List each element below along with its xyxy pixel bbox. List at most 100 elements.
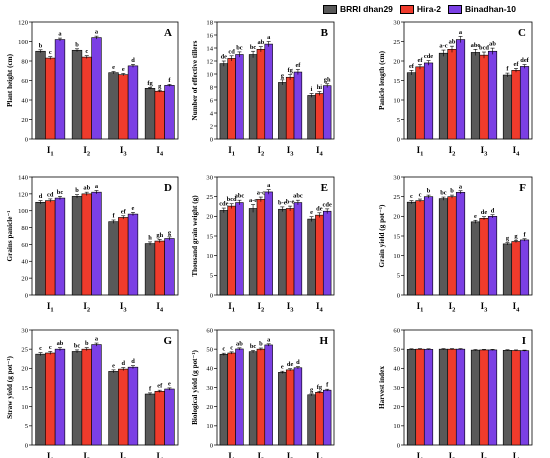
- panel-d-significance-letter: bc: [57, 189, 64, 196]
- legend-label-binadhan-10: Binadhan-10: [465, 4, 517, 14]
- panel-d-frame: [31, 176, 179, 296]
- panel-e-bar: [285, 208, 295, 296]
- panel-c-xtick-label: I3: [481, 145, 489, 158]
- panel-g-bar: [108, 371, 119, 446]
- panel-e-xtick-label: I3: [287, 301, 295, 314]
- panel-a-significance-letter: fg: [147, 80, 153, 87]
- panel-e-significance-letter: e: [310, 209, 313, 216]
- panel-d-bar: [91, 191, 102, 296]
- panel-g-significance-letter: bc: [74, 342, 81, 349]
- panel-g-ylabel: Straw yield (g pot⁻¹): [6, 355, 14, 418]
- panel-d-ytick-label: 0: [25, 292, 29, 299]
- panel-d-bar: [45, 200, 56, 296]
- panel-a-ytick-label: 80: [21, 58, 28, 65]
- panel-b-significance-letter: fg: [287, 67, 293, 74]
- panel-g-significance-letter: a: [95, 336, 99, 343]
- panel-c-letter: C: [518, 27, 526, 39]
- legend-item-binadhan-10: Binadhan-10: [448, 4, 516, 14]
- panel-f-significance-letter: g: [506, 235, 510, 242]
- panel-c-ylabel: Panicle length (cm): [378, 50, 386, 110]
- panel-d-ytick-label: 40: [21, 259, 28, 266]
- panel-h-letter: H: [319, 335, 328, 347]
- panel-f-bar: [470, 221, 481, 296]
- panel-a-bar: [45, 57, 56, 140]
- panel-g-ytick-label: 15: [21, 385, 28, 392]
- panel-d-bar: [71, 196, 83, 296]
- panel-g-bar: [91, 344, 102, 446]
- panel-d-significance-letter: ef: [121, 208, 127, 215]
- panel-f-significance-letter: e: [474, 213, 477, 220]
- panel-g-significance-letter: d: [121, 360, 125, 367]
- panel-c-bar: [423, 62, 434, 140]
- panel-b-bar: [219, 63, 229, 140]
- panel-c-significance-letter: ab: [489, 41, 496, 48]
- panel-h-ytick-label: 60: [206, 327, 213, 334]
- panel-i-ylabel: Harvest index: [378, 366, 386, 409]
- panel-g-significance-letter: ab: [57, 340, 64, 347]
- panel-h-bar: [219, 354, 229, 446]
- panel-f-significance-letter: b: [427, 188, 431, 195]
- panel-g-bar: [127, 366, 139, 446]
- panel-e-significance-letter: abc: [293, 193, 303, 200]
- panel-h-bar: [256, 348, 266, 446]
- panel-i-ytick-label: 50: [393, 347, 400, 354]
- panel-f-bar: [438, 198, 449, 296]
- panel-f-ytick-label: 10: [393, 253, 400, 260]
- panel-d-xtick-label: I2: [83, 301, 90, 314]
- panel-g-letter: G: [163, 335, 172, 347]
- panel-a-ytick-label: 20: [21, 117, 28, 124]
- panel-f-bar: [479, 218, 489, 296]
- panel-h-bar: [307, 394, 316, 446]
- panel-h-bar: [315, 391, 324, 446]
- panel-b-bar: [235, 54, 244, 140]
- panel-f-bar: [455, 192, 466, 296]
- panel-f-bar: [519, 239, 530, 296]
- panel-i-ytick-label: 60: [393, 327, 400, 334]
- panel-e-bar: [315, 214, 324, 296]
- panel-g-ytick-label: 30: [21, 327, 28, 334]
- panel-h-significance-letter: c: [222, 346, 225, 353]
- panel-e-bar: [227, 205, 236, 296]
- panel-b-xtick-label: I4: [316, 145, 324, 158]
- panel-i-bar: [502, 350, 513, 446]
- panel-d-significance-letter: a: [95, 183, 99, 190]
- panel-f-ylabel: Grain yield (g pot⁻¹): [378, 204, 386, 267]
- panel-f-ytick-label: 0: [397, 292, 401, 299]
- panel-a-ytick-label: 40: [21, 97, 28, 104]
- panel-c-bar: [447, 48, 457, 140]
- panel-d-significance-letter: gh: [156, 232, 163, 239]
- panel-h-ytick-label: 0: [210, 442, 214, 449]
- panel-f-bar: [502, 243, 513, 296]
- panel-b-significance-letter: i: [311, 86, 313, 93]
- panel-h-significance-letter: g: [310, 386, 314, 393]
- panel-h-significance-letter: ab: [236, 340, 243, 347]
- panel-b-ytick-label: 18: [206, 19, 213, 26]
- panel-d-ytick-label: 80: [21, 225, 28, 232]
- panel-i-ytick-label: 30: [393, 385, 400, 392]
- panel-i-xtick-label: I2: [449, 451, 456, 458]
- panel-d-ytick-label: 20: [21, 276, 28, 283]
- panel-c-significance-letter: a: [459, 29, 463, 36]
- panel-h-significance-letter: de: [287, 361, 294, 368]
- panel-e-bar: [219, 210, 229, 296]
- panel-a-significance-letter: a: [95, 29, 99, 36]
- panel-d-bar: [144, 243, 156, 296]
- panel-d: 0 20 40 60 80 100 120 140 Grains panicle⁻¹ D I1 d cd…: [6, 174, 179, 314]
- panel-d-xtick-label: I3: [120, 301, 128, 314]
- legend: BRRI dhan29 Hira-2 Binadhan-10: [323, 3, 523, 15]
- panel-d-significance-letter: b: [75, 187, 79, 194]
- panel-b-ytick-label: 8: [210, 84, 214, 91]
- panel-a-significance-letter: b: [75, 41, 79, 48]
- panel-e-ytick-label: 30: [206, 174, 213, 181]
- panel-f-ytick-label: 30: [393, 174, 400, 181]
- panel-c-bar: [455, 39, 466, 140]
- panel-h-significance-letter: fg: [317, 384, 323, 391]
- panel-a-bar: [91, 37, 102, 140]
- panel-d-xtick-label: I4: [156, 301, 164, 314]
- panel-a-bar: [164, 85, 175, 140]
- panel-a-significance-letter: g: [158, 83, 162, 90]
- panel-a-bar: [144, 88, 156, 140]
- panel-b-xtick-label: I1: [228, 145, 235, 158]
- panel-i-ytick-label: 0: [397, 442, 401, 449]
